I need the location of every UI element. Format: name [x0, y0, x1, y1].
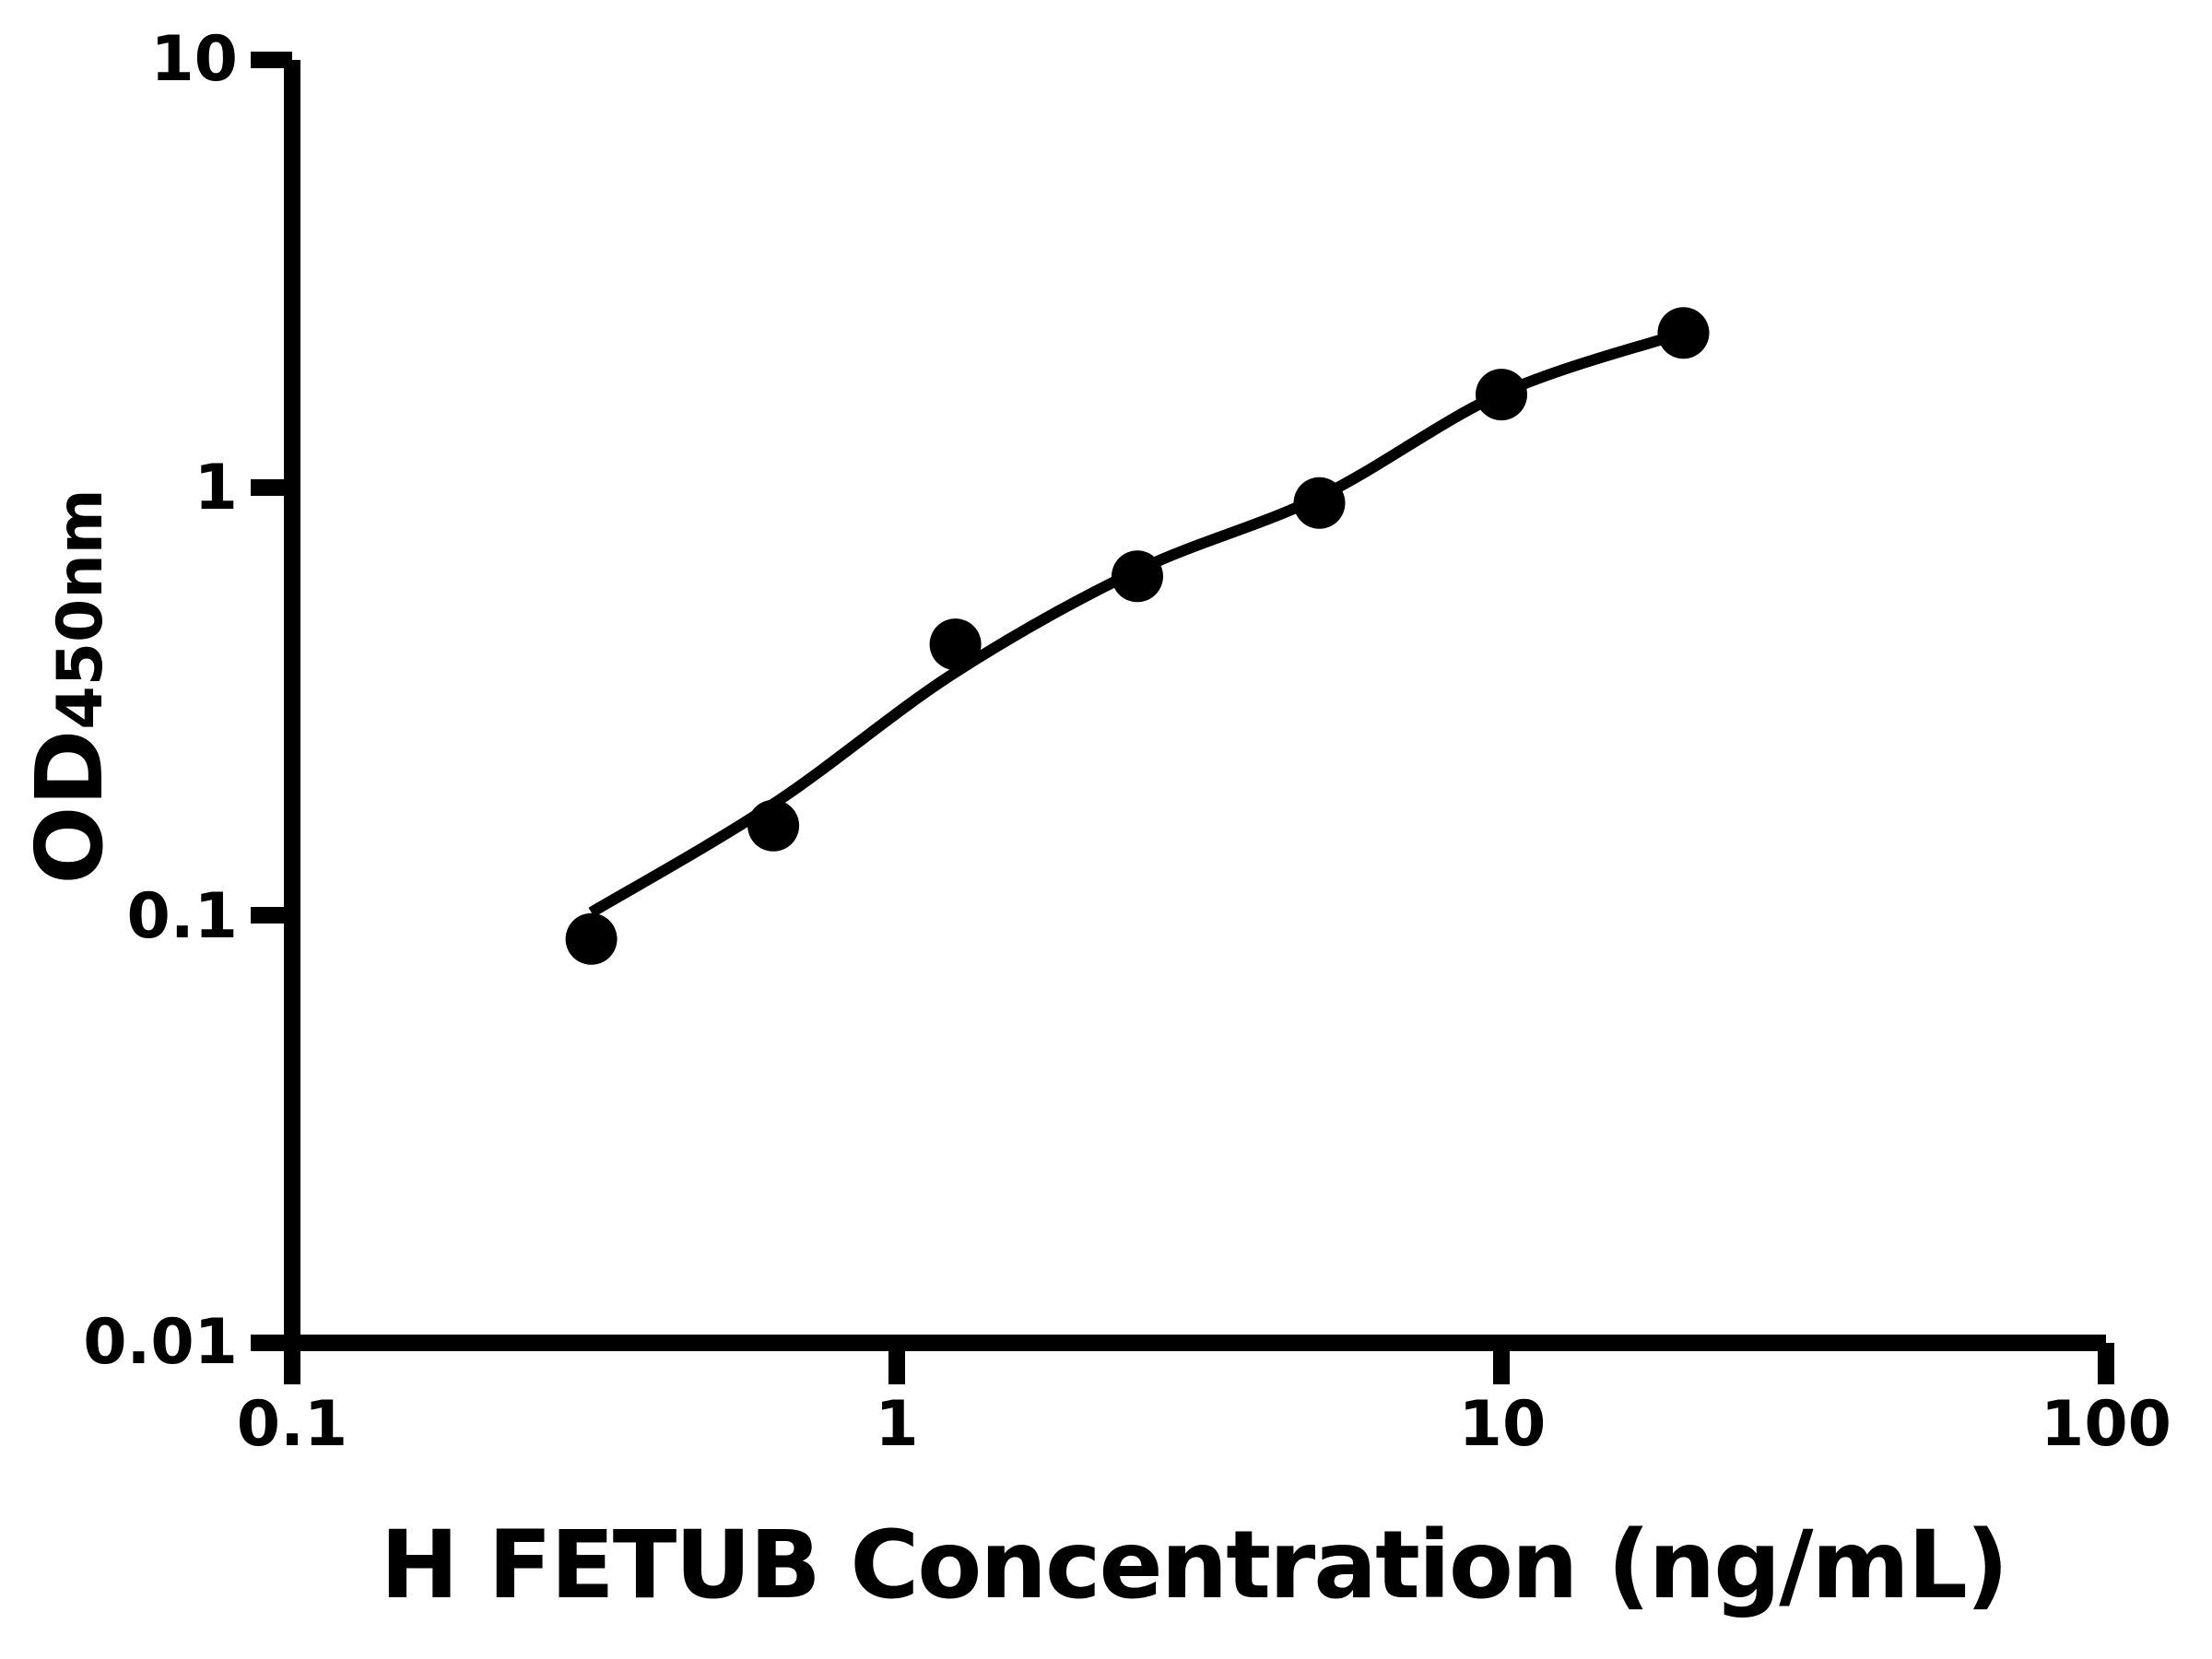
x-tick-label-100: 100: [2041, 1388, 2171, 1461]
data-point-5: [1293, 477, 1346, 529]
x-tick-label-10: 10: [1458, 1388, 1547, 1461]
data-point-1: [565, 912, 618, 965]
data-point-3: [929, 618, 982, 671]
y-tick-label-0.01: 0.01: [83, 1306, 238, 1379]
y-tick-label-10: 10: [150, 23, 238, 96]
data-point-4: [1112, 550, 1163, 603]
y-axis-title-subscript: 450nm: [44, 488, 117, 730]
y-axis-title: OD450nm: [16, 488, 127, 884]
data-point-6: [1476, 369, 1527, 421]
y-axis-title-main: OD: [16, 729, 124, 885]
axes: [284, 60, 2106, 1351]
axis-ticks: [251, 52, 2114, 1384]
x-tick-label-0.1: 0.1: [236, 1388, 348, 1461]
y-tick-label-1: 1: [194, 452, 238, 524]
y-tick-label-0.1: 0.1: [126, 880, 238, 953]
data-point-7: [1657, 307, 1710, 359]
data-points: [565, 307, 1710, 965]
data-point-2: [747, 799, 800, 852]
x-tick-label-1: 1: [875, 1388, 919, 1461]
x-axis-title: H FETUB Concentration (ng/mL): [380, 1511, 2009, 1620]
